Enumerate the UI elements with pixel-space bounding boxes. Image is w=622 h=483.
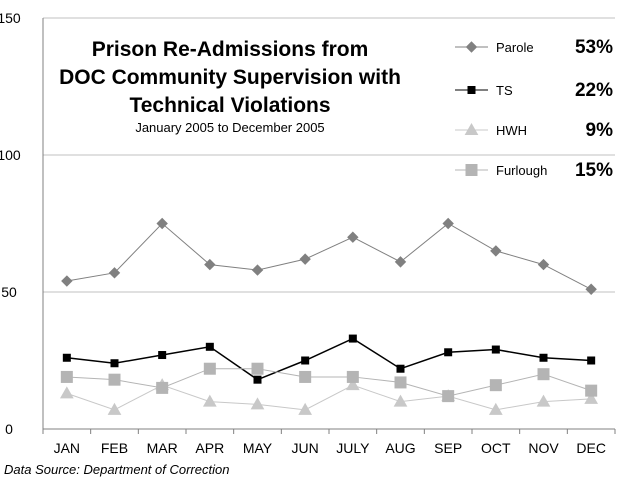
data-point-parole bbox=[394, 256, 407, 268]
y-tick-label: 100 bbox=[0, 147, 21, 163]
series-line-hwh bbox=[66, 384, 592, 411]
series-line-parole bbox=[66, 222, 592, 290]
chart-subtitle: January 2005 to December 2005 bbox=[135, 120, 324, 135]
data-point-furlough bbox=[394, 376, 407, 389]
legend-label-ts: TS bbox=[496, 83, 513, 98]
x-tick-label: NOV bbox=[528, 440, 559, 456]
series-line-ts bbox=[66, 337, 592, 381]
legend-marker-hwh bbox=[464, 122, 479, 135]
y-tick-label: 150 bbox=[0, 10, 21, 26]
data-point-hwh bbox=[298, 402, 313, 415]
legend-entry-ts: TS 22% bbox=[455, 80, 613, 101]
data-point-ts bbox=[539, 353, 548, 362]
data-point-ts bbox=[110, 359, 119, 368]
data-point-furlough bbox=[60, 370, 73, 383]
x-tick-label: SEP bbox=[434, 440, 462, 456]
data-point-furlough bbox=[299, 370, 312, 383]
legend-percent-furlough: 15% bbox=[575, 160, 613, 181]
data-point-ts bbox=[491, 345, 500, 354]
x-tick-label: MAY bbox=[243, 440, 273, 456]
data-point-hwh bbox=[584, 391, 599, 404]
x-tick-label: APR bbox=[195, 440, 224, 456]
data-point-ts bbox=[301, 356, 310, 365]
data-point-furlough bbox=[585, 384, 598, 397]
x-tick-label: MAR bbox=[147, 440, 178, 456]
data-point-hwh bbox=[59, 386, 74, 399]
legend-percent-parole: 53% bbox=[575, 37, 613, 58]
data-point-furlough bbox=[156, 381, 169, 394]
data-point-hwh bbox=[107, 402, 122, 415]
legend-entry-furlough: Furlough 15% bbox=[455, 160, 613, 181]
data-point-ts bbox=[587, 356, 596, 365]
legend: Parole 53% TS 22% HWH 9% Furlough 15% bbox=[455, 37, 613, 181]
data-point-hwh bbox=[488, 402, 503, 415]
data-point-ts bbox=[396, 364, 405, 373]
legend-marker-parole bbox=[465, 41, 478, 53]
x-tick-label: FEB bbox=[101, 440, 128, 456]
legend-marker-furlough bbox=[465, 164, 478, 176]
chart-title-line-1: Prison Re-Admissions from bbox=[92, 38, 369, 61]
data-point-ts bbox=[62, 353, 71, 362]
data-point-ts bbox=[348, 334, 357, 343]
data-point-ts bbox=[444, 348, 453, 357]
series-line-furlough bbox=[66, 368, 592, 397]
data-point-furlough bbox=[537, 368, 550, 381]
data-point-parole bbox=[251, 264, 264, 276]
data-point-ts bbox=[253, 375, 262, 384]
grid-layer bbox=[43, 17, 615, 293]
series-layer bbox=[59, 217, 599, 415]
data-point-parole bbox=[537, 258, 550, 271]
data-point-hwh bbox=[202, 394, 217, 407]
data-point-hwh bbox=[345, 378, 360, 391]
chart-title-line-3: Technical Violations bbox=[129, 94, 330, 117]
x-tick-label: OCT bbox=[481, 440, 511, 456]
data-point-furlough bbox=[251, 362, 264, 375]
x-tick-label: AUG bbox=[385, 440, 415, 456]
legend-label-furlough: Furlough bbox=[496, 163, 547, 178]
data-point-furlough bbox=[442, 390, 455, 403]
series-ts bbox=[62, 334, 596, 384]
data-point-furlough bbox=[108, 373, 121, 386]
legend-percent-hwh: 9% bbox=[586, 120, 614, 141]
data-point-parole bbox=[108, 267, 121, 279]
data-point-parole bbox=[299, 253, 311, 265]
data-point-furlough bbox=[489, 379, 502, 392]
data-point-parole bbox=[585, 283, 597, 295]
data-point-furlough bbox=[346, 370, 359, 383]
data-source-note: Data Source: Department of Correction bbox=[4, 462, 229, 477]
x-tick-label: DEC bbox=[576, 440, 606, 456]
data-point-parole bbox=[442, 217, 454, 230]
chart-title: Prison Re-Admissions from DOC Community … bbox=[59, 38, 401, 135]
y-tick-label: 50 bbox=[1, 284, 17, 300]
data-point-parole bbox=[61, 275, 73, 287]
chart-title-line-2: DOC Community Supervision with bbox=[59, 66, 401, 89]
x-tick-label: JULY bbox=[336, 440, 370, 456]
data-point-parole bbox=[490, 245, 502, 257]
series-furlough bbox=[60, 362, 598, 403]
series-parole bbox=[61, 217, 597, 295]
data-point-ts bbox=[158, 351, 167, 360]
data-point-ts bbox=[205, 342, 214, 351]
legend-marker-ts bbox=[467, 86, 476, 94]
legend-entry-hwh: HWH 9% bbox=[455, 120, 613, 141]
data-point-parole bbox=[347, 231, 359, 243]
legend-label-parole: Parole bbox=[496, 40, 534, 55]
x-tick-label: JUN bbox=[292, 440, 319, 456]
data-point-hwh bbox=[536, 394, 551, 407]
axis-layer: 0 50 100 150 JAN FEB MAR APR MAY JUN JULY AUG SEP OCT… bbox=[0, 10, 616, 456]
data-point-parole bbox=[204, 258, 216, 271]
y-tick-label: 0 bbox=[5, 421, 13, 437]
data-point-parole bbox=[156, 217, 168, 230]
legend-entry-parole: Parole 53% bbox=[455, 37, 613, 58]
legend-label-hwh: HWH bbox=[496, 123, 527, 138]
data-point-hwh bbox=[393, 394, 408, 407]
legend-percent-ts: 22% bbox=[575, 80, 613, 101]
data-point-furlough bbox=[203, 362, 216, 375]
data-point-hwh bbox=[250, 397, 265, 410]
x-tick-label: JAN bbox=[54, 440, 80, 456]
